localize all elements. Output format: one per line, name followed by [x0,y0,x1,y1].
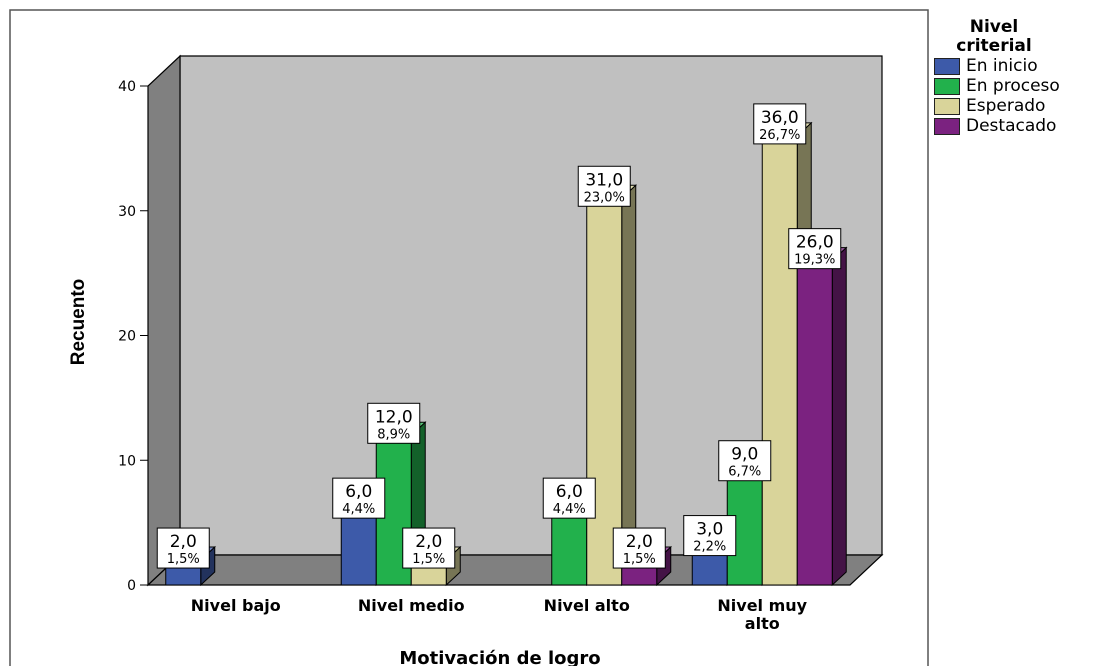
data-label-percent: 1,5% [412,552,445,567]
data-label-count: 9,0 [731,445,758,465]
data-label-box [156,527,210,569]
x-tick-label: Nivel muy [717,596,807,615]
legend-label: Esperado [966,96,1046,116]
data-label-count: 26,0 [796,233,834,253]
legend-item: Esperado [934,96,1112,116]
data-label-percent: 6,7% [728,465,761,480]
y-tick-label: 40 [118,79,136,95]
legend-swatch [934,117,960,135]
data-label-percent: 26,7% [759,128,800,143]
bar [796,260,833,586]
legend-label: En inicio [966,56,1038,76]
x-tick-label: Nivel alto [544,596,630,615]
data-label-box [402,527,456,569]
data-label-count: 12,0 [375,407,413,427]
y-tick-label: 20 [118,329,136,345]
data-label-box [577,165,631,207]
data-label-percent: 4,4% [342,502,375,517]
data-label-count: 3,0 [696,520,723,540]
y-tick-label: 0 [127,578,136,594]
bar [586,197,623,586]
left-wall [147,54,181,587]
bar [340,509,377,586]
data-label-count: 36,0 [761,108,799,128]
legend-item: Destacado [934,116,1112,136]
data-label-box [612,527,666,569]
legend-title: Nivel criterial [956,17,1032,56]
legend-label: Destacado [966,116,1057,136]
legend-item: En inicio [934,56,1112,76]
legend-swatch [934,77,960,95]
data-label-count: 2,0 [415,532,442,552]
legend-swatch [934,57,960,75]
data-label-box [332,477,386,519]
data-label-box [542,477,596,519]
data-label-count: 2,0 [170,532,197,552]
data-label-count: 6,0 [345,482,372,502]
data-label-box [753,103,807,145]
bar-chart: 0 10 20 30 40 Recuento Motivación de logro Nive… [9,9,929,666]
y-tick-label: 10 [118,453,136,469]
data-label-count: 2,0 [626,532,653,552]
data-label-percent: 4,4% [553,502,586,517]
bar [761,135,798,586]
legend: Nivel criterial En inicio En proceso Esper… [932,18,1112,136]
data-label-percent: 8,9% [377,427,410,442]
x-axis-label: Motivación de logro [399,648,600,666]
legend-item: En proceso [934,76,1112,96]
data-label-percent: 23,0% [584,190,625,205]
data-label-count: 6,0 [556,482,583,502]
bar-side [621,184,637,587]
data-label-box [367,402,421,444]
x-tick-label: Nivel medio [358,596,465,615]
bar-side [831,246,847,587]
x-tick-label: alto [745,614,780,633]
legend-swatch [934,97,960,115]
x-tick-label: Nivel bajo [191,596,281,615]
data-label-count: 31,0 [585,170,623,190]
y-tick-label: 30 [118,204,136,220]
data-label-box [718,440,772,482]
data-label-percent: 1,5% [167,552,200,567]
bar [551,509,588,586]
legend-label: En proceso [966,76,1060,96]
data-label-percent: 2,2% [693,540,726,555]
data-label-percent: 1,5% [623,552,656,567]
data-label-percent: 19,3% [794,253,835,268]
data-label-box [788,228,842,270]
data-label-box [683,515,737,557]
y-axis-label: Recuento [68,279,89,366]
